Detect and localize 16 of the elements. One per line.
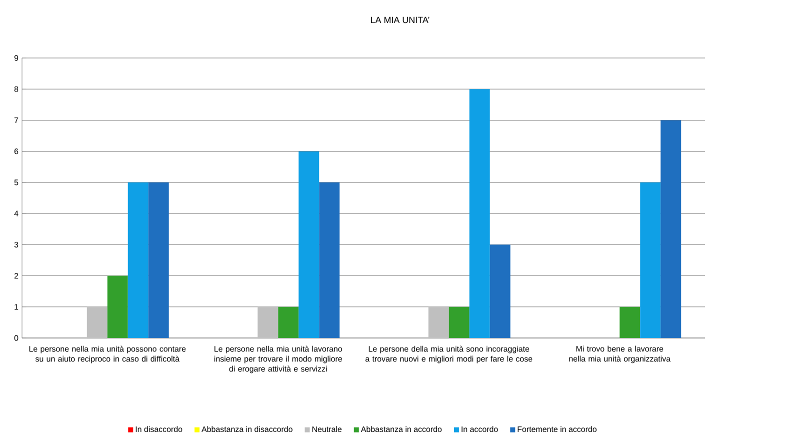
bar [278, 306, 299, 338]
bar [86, 306, 108, 338]
bar [428, 306, 449, 338]
bar [469, 89, 490, 338]
bar [128, 182, 148, 338]
bar [448, 306, 470, 338]
bar [620, 306, 640, 338]
bar [640, 182, 661, 338]
bar [319, 182, 340, 338]
bar [490, 244, 510, 338]
bar [660, 120, 682, 338]
bar [298, 151, 320, 338]
chart-title: LA MIA UNITA’ [371, 16, 430, 24]
bar [107, 276, 128, 338]
bar [148, 182, 169, 338]
bar [258, 306, 278, 338]
